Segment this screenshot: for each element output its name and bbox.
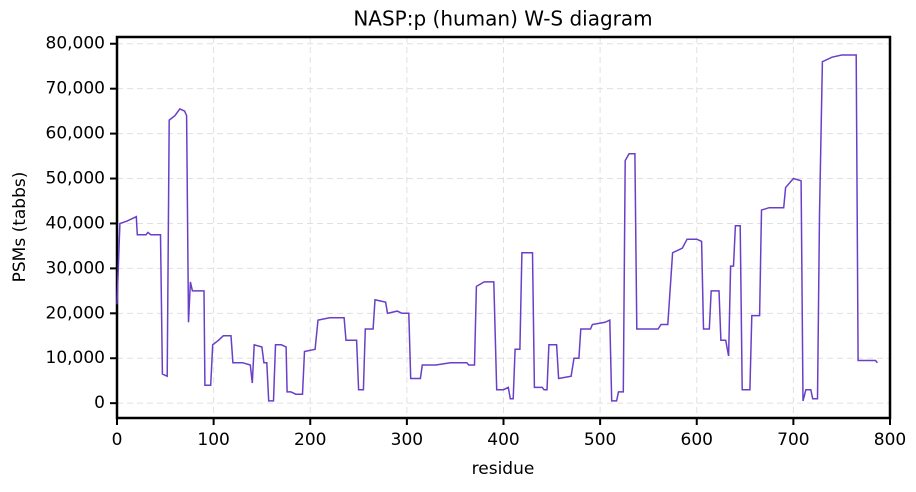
y-axis-label: PSMs (tabbs) bbox=[10, 172, 30, 283]
y-tick-label: 50,000 bbox=[46, 169, 105, 189]
chart-title: NASP:p (human) W-S diagram bbox=[353, 7, 652, 31]
x-tick-label: 700 bbox=[777, 430, 809, 450]
x-tick-label: 100 bbox=[197, 430, 229, 450]
x-tick-label: 300 bbox=[391, 430, 423, 450]
x-tick-label: 600 bbox=[681, 430, 713, 450]
data-line bbox=[116, 54, 878, 402]
x-tick-label: 200 bbox=[294, 430, 326, 450]
x-tick-label: 800 bbox=[874, 430, 906, 450]
x-tick-label: 0 bbox=[112, 430, 123, 450]
y-tick-label: 20,000 bbox=[46, 303, 105, 323]
x-tick-label: 400 bbox=[487, 430, 519, 450]
x-tick-label: 500 bbox=[584, 430, 616, 450]
y-tick-label: 10,000 bbox=[46, 348, 105, 368]
y-tick-label: 40,000 bbox=[46, 213, 105, 233]
y-tick-label: 70,000 bbox=[46, 79, 105, 99]
y-tick-label: 0 bbox=[94, 393, 105, 413]
plot-frame bbox=[115, 35, 892, 420]
y-tick-label: 30,000 bbox=[46, 258, 105, 278]
x-axis-label: residue bbox=[472, 459, 535, 479]
y-tick-label: 60,000 bbox=[46, 124, 105, 144]
y-tick-label: 80,000 bbox=[46, 34, 105, 54]
